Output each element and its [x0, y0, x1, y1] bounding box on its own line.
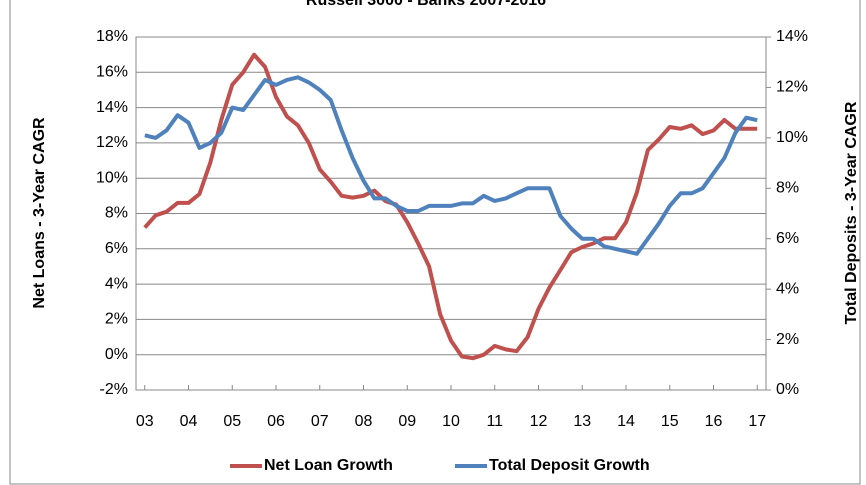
- y2-tick-label: 14%: [776, 28, 808, 45]
- x-tick-label: 08: [355, 413, 373, 430]
- y-tick-label: 2%: [105, 311, 128, 328]
- y2-tick-label: 12%: [776, 79, 808, 96]
- x-tick-label: 06: [267, 413, 285, 430]
- x-tick-label: 14: [617, 413, 635, 430]
- x-tick-label: 12: [530, 413, 548, 430]
- chart-title: Russell 3000 - Banks 2007-2016: [306, 0, 546, 9]
- legend-label: Net Loan Growth: [264, 457, 393, 474]
- y-tick-label: 6%: [105, 240, 128, 257]
- y2-tick-label: 2%: [776, 331, 799, 348]
- x-tick-label: 15: [661, 413, 679, 430]
- y-tick-label: 16%: [96, 64, 128, 81]
- y-tick-label: 10%: [96, 169, 128, 186]
- x-tick-label: 10: [442, 413, 460, 430]
- y-tick-label: 8%: [105, 205, 128, 222]
- y2-tick-label: 0%: [776, 381, 799, 398]
- y2-tick-label: 8%: [776, 180, 799, 197]
- series-line: [144, 75, 758, 256]
- y-tick-label: 18%: [96, 28, 128, 45]
- y-tick-label: 14%: [96, 99, 128, 116]
- x-tick-label: 05: [223, 413, 241, 430]
- y-axis-title: Net Loans - 3-Year CAGR: [31, 117, 48, 309]
- x-tick-label: 04: [180, 413, 198, 430]
- y2-tick-label: 4%: [776, 280, 799, 297]
- y-tick-label: -2%: [100, 381, 128, 398]
- series-line: [143, 52, 758, 361]
- legend-label: Total Deposit Growth: [489, 457, 650, 474]
- y2-tick-label: 6%: [776, 230, 799, 247]
- plot-border: [135, 36, 767, 391]
- y-tick-label: 12%: [96, 134, 128, 151]
- y2-axis-title: Total Deposits - 3-Year CAGR: [843, 101, 860, 324]
- x-tick-label: 09: [398, 413, 416, 430]
- y2-tick-label: 10%: [776, 129, 808, 146]
- x-tick-label: 16: [705, 413, 723, 430]
- x-tick-label: 13: [573, 413, 591, 430]
- chart-frame: [9, 0, 861, 485]
- x-tick-label: 17: [748, 413, 766, 430]
- y-tick-label: 4%: [105, 275, 128, 292]
- x-tick-label: 07: [311, 413, 329, 430]
- x-tick-label: 11: [486, 413, 503, 430]
- y-tick-label: 0%: [105, 346, 128, 363]
- x-tick-label: 03: [136, 413, 154, 430]
